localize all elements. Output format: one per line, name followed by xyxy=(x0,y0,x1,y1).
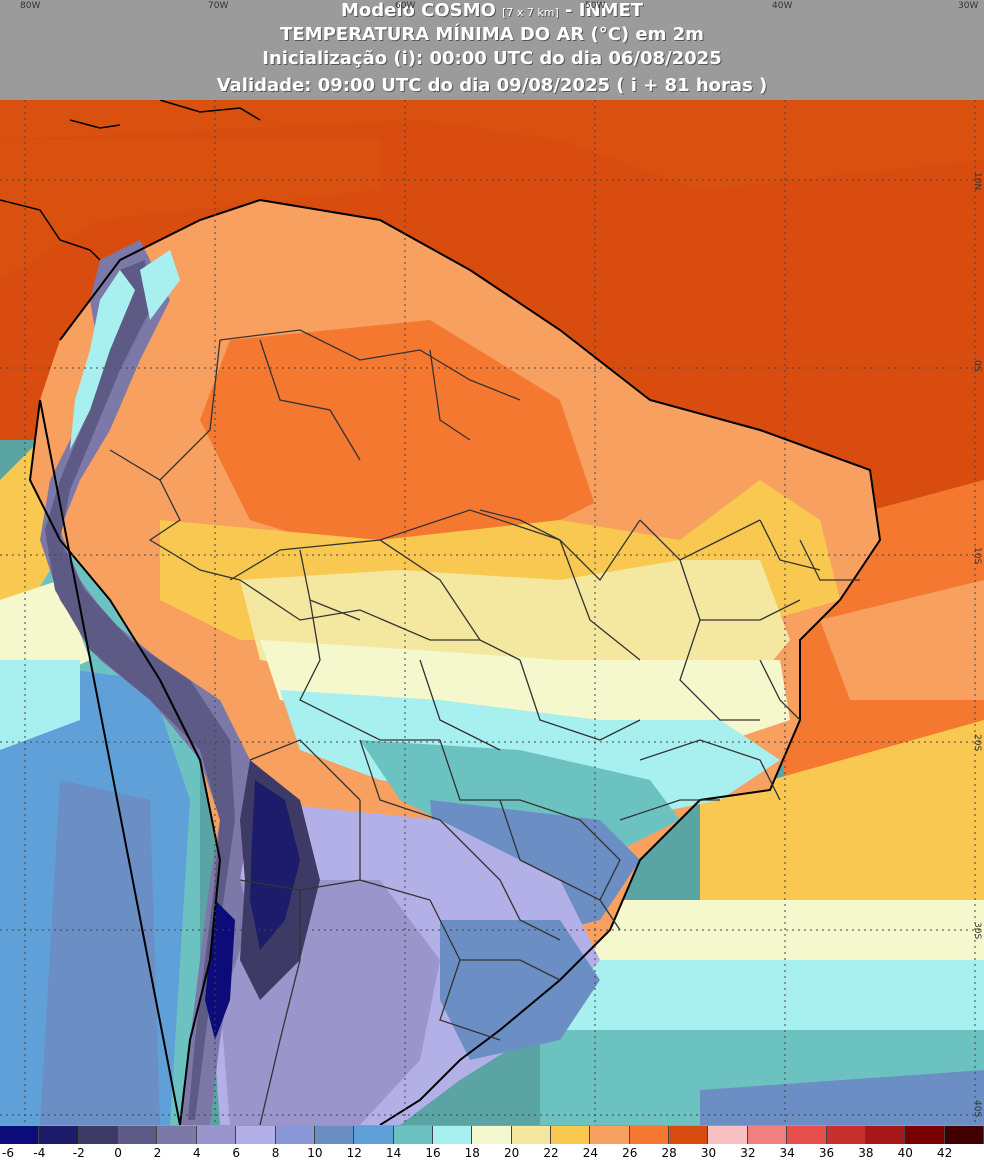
colorbar-swatch xyxy=(787,1126,827,1144)
political-borders xyxy=(109,329,860,1125)
temperature-map xyxy=(0,100,984,1125)
colorbar-tick-label: 22 xyxy=(543,1146,559,1160)
colorbar-tick-label: -4 xyxy=(33,1146,46,1160)
colorbar-tick-label: 40 xyxy=(897,1146,913,1160)
colorbar-tick-label: 12 xyxy=(346,1146,362,1160)
colorbar-tick-label: 32 xyxy=(740,1146,756,1160)
colorbar-tick-label: 6 xyxy=(232,1146,240,1160)
colorbar-swatch xyxy=(118,1126,158,1144)
lat-label-20s: 20S xyxy=(972,734,982,752)
lon-label-40w: 40W xyxy=(772,1,793,11)
colorbar-tick-label: 28 xyxy=(661,1146,677,1160)
lat-label-0s: 0S xyxy=(972,360,982,372)
colorbar-swatch xyxy=(826,1126,866,1144)
lon-label-70w: 70W xyxy=(208,1,229,11)
colorbar-tick-label: 24 xyxy=(582,1146,599,1160)
colorbar-swatch xyxy=(590,1126,630,1144)
coastline xyxy=(28,198,882,1125)
validity-label: Validade: 09:00 UTC do dia 09/08/2025 ( … xyxy=(216,75,768,96)
colorbar-swatch xyxy=(0,1126,40,1144)
colorbar-tick-label: 42 xyxy=(936,1146,953,1160)
lon-label-50w: 50W xyxy=(585,1,606,11)
colorbar-tick-label: 0 xyxy=(114,1146,122,1160)
colorbar-swatch xyxy=(629,1126,670,1144)
colorbar-swatch xyxy=(393,1126,433,1144)
colorbar-swatch xyxy=(236,1126,276,1144)
colorbar-swatch xyxy=(865,1126,906,1144)
map-header: Modelo COSMO [7 x 7 km] - INMET TEMPERAT… xyxy=(0,0,984,100)
colorbar-tick-label: 30 xyxy=(700,1146,717,1160)
lon-label-80w: 80W xyxy=(20,1,41,11)
colorbar-tick-label: 8 xyxy=(271,1146,280,1160)
colorbar-tick-label: 38 xyxy=(858,1146,874,1160)
initialization-label: Inicialização (i): 00:00 UTC do dia 06/0… xyxy=(262,48,722,69)
lat-label-10s: 10S xyxy=(972,547,982,565)
colorbar-swatch xyxy=(275,1126,315,1144)
colorbar-swatch xyxy=(78,1126,119,1144)
colorbar-swatch xyxy=(39,1126,79,1144)
colorbar-tick-label: 2 xyxy=(153,1146,162,1160)
colorbar-tick-label: 34 xyxy=(779,1146,795,1160)
colorbar-tick-label: -2 xyxy=(72,1146,85,1160)
lat-label-40s: 40S xyxy=(972,1100,982,1118)
colorbar-swatch xyxy=(314,1126,355,1144)
model-title: Modelo COSMO [7 x 7 km] - INMET xyxy=(340,0,644,21)
colorbar-tick-label: 26 xyxy=(622,1146,638,1160)
colorbar-swatches xyxy=(0,1126,984,1144)
colorbar-tick-label: 4 xyxy=(192,1146,201,1160)
lon-label-60w: 60W xyxy=(395,1,416,11)
colorbar-swatch xyxy=(511,1126,552,1144)
colorbar-swatch xyxy=(354,1126,394,1144)
colorbar-swatch xyxy=(747,1126,788,1144)
colorbar-swatch xyxy=(708,1126,748,1144)
colorbar-swatch xyxy=(905,1126,945,1144)
colorbar-swatch xyxy=(551,1126,591,1144)
colorbar-tick-label: 14 xyxy=(385,1146,402,1160)
graticule xyxy=(0,100,984,1125)
lat-label-10n: 10N xyxy=(972,172,982,191)
colorbar-tick-label: 20 xyxy=(504,1146,520,1160)
colorbar-tick-label: 10 xyxy=(307,1146,323,1160)
colorbar-swatch xyxy=(669,1126,709,1144)
colorbar-swatch xyxy=(196,1126,237,1144)
colorbar-tick-label: -6 xyxy=(2,1146,14,1160)
lon-label-30w: 30W xyxy=(958,1,979,11)
temperature-map-svg xyxy=(0,100,984,1125)
lat-label-30s: 30S xyxy=(972,922,982,940)
variable-title: TEMPERATURA MÍNIMA DO AR (°C) em 2m xyxy=(280,24,704,45)
colorbar-ticks: -6 -4 -2 0 2 4 6 8 10 12 14 16 18 20 22 24 26 28 30 32 34 36 3… xyxy=(0,1146,984,1160)
colorbar-tick-label: 16 xyxy=(425,1146,441,1160)
temperature-colorbar: -6 -4 -2 0 2 4 6 8 10 12 14 16 18 20 22 24 26 28 30 32 34 36 3… xyxy=(0,1126,984,1160)
colorbar-swatch xyxy=(157,1126,197,1144)
colorbar-swatch xyxy=(432,1126,473,1144)
colorbar-tick-label: 18 xyxy=(464,1146,480,1160)
colorbar-swatch xyxy=(944,1126,984,1144)
colorbar-swatch xyxy=(472,1126,512,1144)
colorbar-tick-label: 36 xyxy=(818,1146,835,1160)
